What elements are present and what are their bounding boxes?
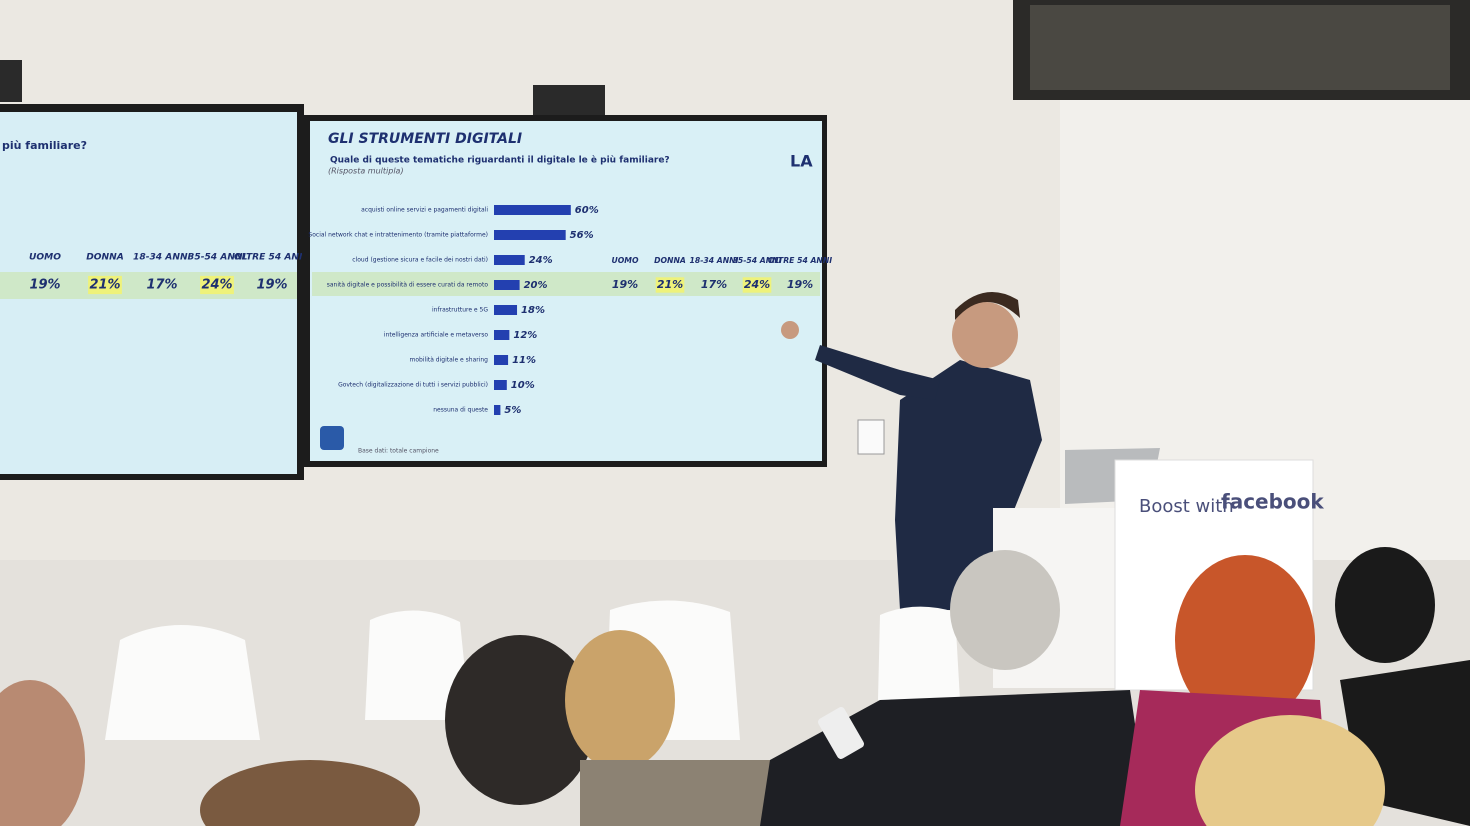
category-label: acquisti online servizi e pagamenti digi… [361, 207, 488, 214]
column-header: OLTRE 54 ANNI [234, 253, 311, 263]
slide-footer: Base dati: totale campione [358, 448, 439, 455]
speaker [0, 60, 22, 102]
column-value: 19% [256, 278, 287, 293]
bar [494, 280, 520, 290]
audience-head [950, 550, 1060, 670]
audience-hair [200, 760, 420, 826]
column-header: 18-34 ANNI [690, 256, 739, 265]
bar [494, 405, 501, 415]
audience-body [760, 690, 1150, 826]
value-label: 11% [512, 355, 536, 366]
slide-logo [320, 426, 344, 450]
podium-brand: facebook [1221, 490, 1324, 514]
slide-question: Quale di queste tematiche riguardanti il… [330, 155, 670, 166]
category-label: cloud (gestione sicura e facile dei nost… [352, 257, 488, 264]
value-label: 20% [524, 280, 548, 291]
value-label: 18% [521, 305, 545, 316]
column-value: 21% [657, 278, 683, 291]
column-value: 19% [29, 278, 60, 293]
audience-head [0, 680, 85, 826]
column-header: 35-54 ANNI [188, 253, 247, 263]
right-highlight-row [312, 272, 820, 296]
column-value: 19% [787, 278, 813, 291]
bar [494, 230, 566, 240]
bar [494, 330, 510, 340]
bar [494, 380, 507, 390]
value-highlight [742, 277, 772, 293]
audience-head [1335, 547, 1435, 663]
presenter-head [952, 302, 1018, 368]
value-highlight [88, 275, 122, 295]
column-header: 18-34 ANNI [133, 253, 192, 263]
value-highlight [200, 275, 234, 295]
phone [817, 707, 865, 759]
chair [878, 606, 960, 700]
column-value: 21% [89, 278, 120, 293]
column-header: DONNA [86, 253, 124, 263]
bar [494, 355, 509, 365]
chair [365, 610, 470, 720]
column-value: 17% [701, 278, 727, 291]
podium-text: Boost with [1139, 496, 1234, 517]
audience-hair [1175, 555, 1315, 725]
audience-hair [1195, 715, 1385, 826]
value-highlight [655, 277, 685, 293]
left-title: più familiare? [2, 139, 87, 152]
bar [494, 305, 518, 315]
audience-body [580, 760, 780, 826]
column-value: 24% [744, 278, 770, 291]
slide-note: (Risposta multipla) [328, 167, 404, 176]
category-label: nessuna di queste [433, 407, 488, 414]
column-header: DONNA [654, 256, 686, 265]
value-label: 56% [570, 230, 594, 241]
switch [857, 419, 885, 455]
audience-head [445, 635, 595, 805]
bar [494, 205, 571, 215]
presenter-hair [955, 292, 1020, 320]
value-label: 12% [513, 330, 537, 341]
chair [105, 625, 260, 740]
category-label: infrastrutture e 5G [432, 307, 488, 314]
column-value: 24% [201, 278, 232, 293]
value-label: 5% [504, 405, 521, 416]
presenter-arm [815, 345, 940, 400]
column-value: 19% [612, 278, 638, 291]
category-label: Govtech (digitalizzazione di tutti i ser… [338, 382, 488, 389]
left-highlight-row [0, 272, 297, 299]
category-label: intelligenza artificiale e metaverso [384, 332, 488, 339]
audience-hair [565, 630, 675, 770]
value-label: 24% [529, 255, 553, 266]
column-header: UOMO [612, 256, 639, 265]
category-label: Social network chat e intrattenimento (t… [308, 232, 488, 239]
bar [494, 255, 525, 265]
slide-brand-mark: LA [790, 152, 813, 171]
top-tv-screen [1030, 5, 1450, 90]
column-header: OLTRE 54 ANNI [768, 256, 832, 265]
column-value: 17% [146, 278, 177, 293]
slide-title: GLI STRUMENTI DIGITALI [328, 131, 522, 147]
column-header: 35-54 ANNI [733, 256, 782, 265]
category-label: sanità digitale e possibilità di essere … [327, 282, 489, 289]
value-label: 60% [575, 205, 599, 216]
column-header: UOMO [29, 253, 61, 263]
presenter-hand [781, 321, 799, 339]
category-label: mobilità digitale e sharing [410, 357, 489, 364]
value-label: 10% [511, 380, 535, 391]
